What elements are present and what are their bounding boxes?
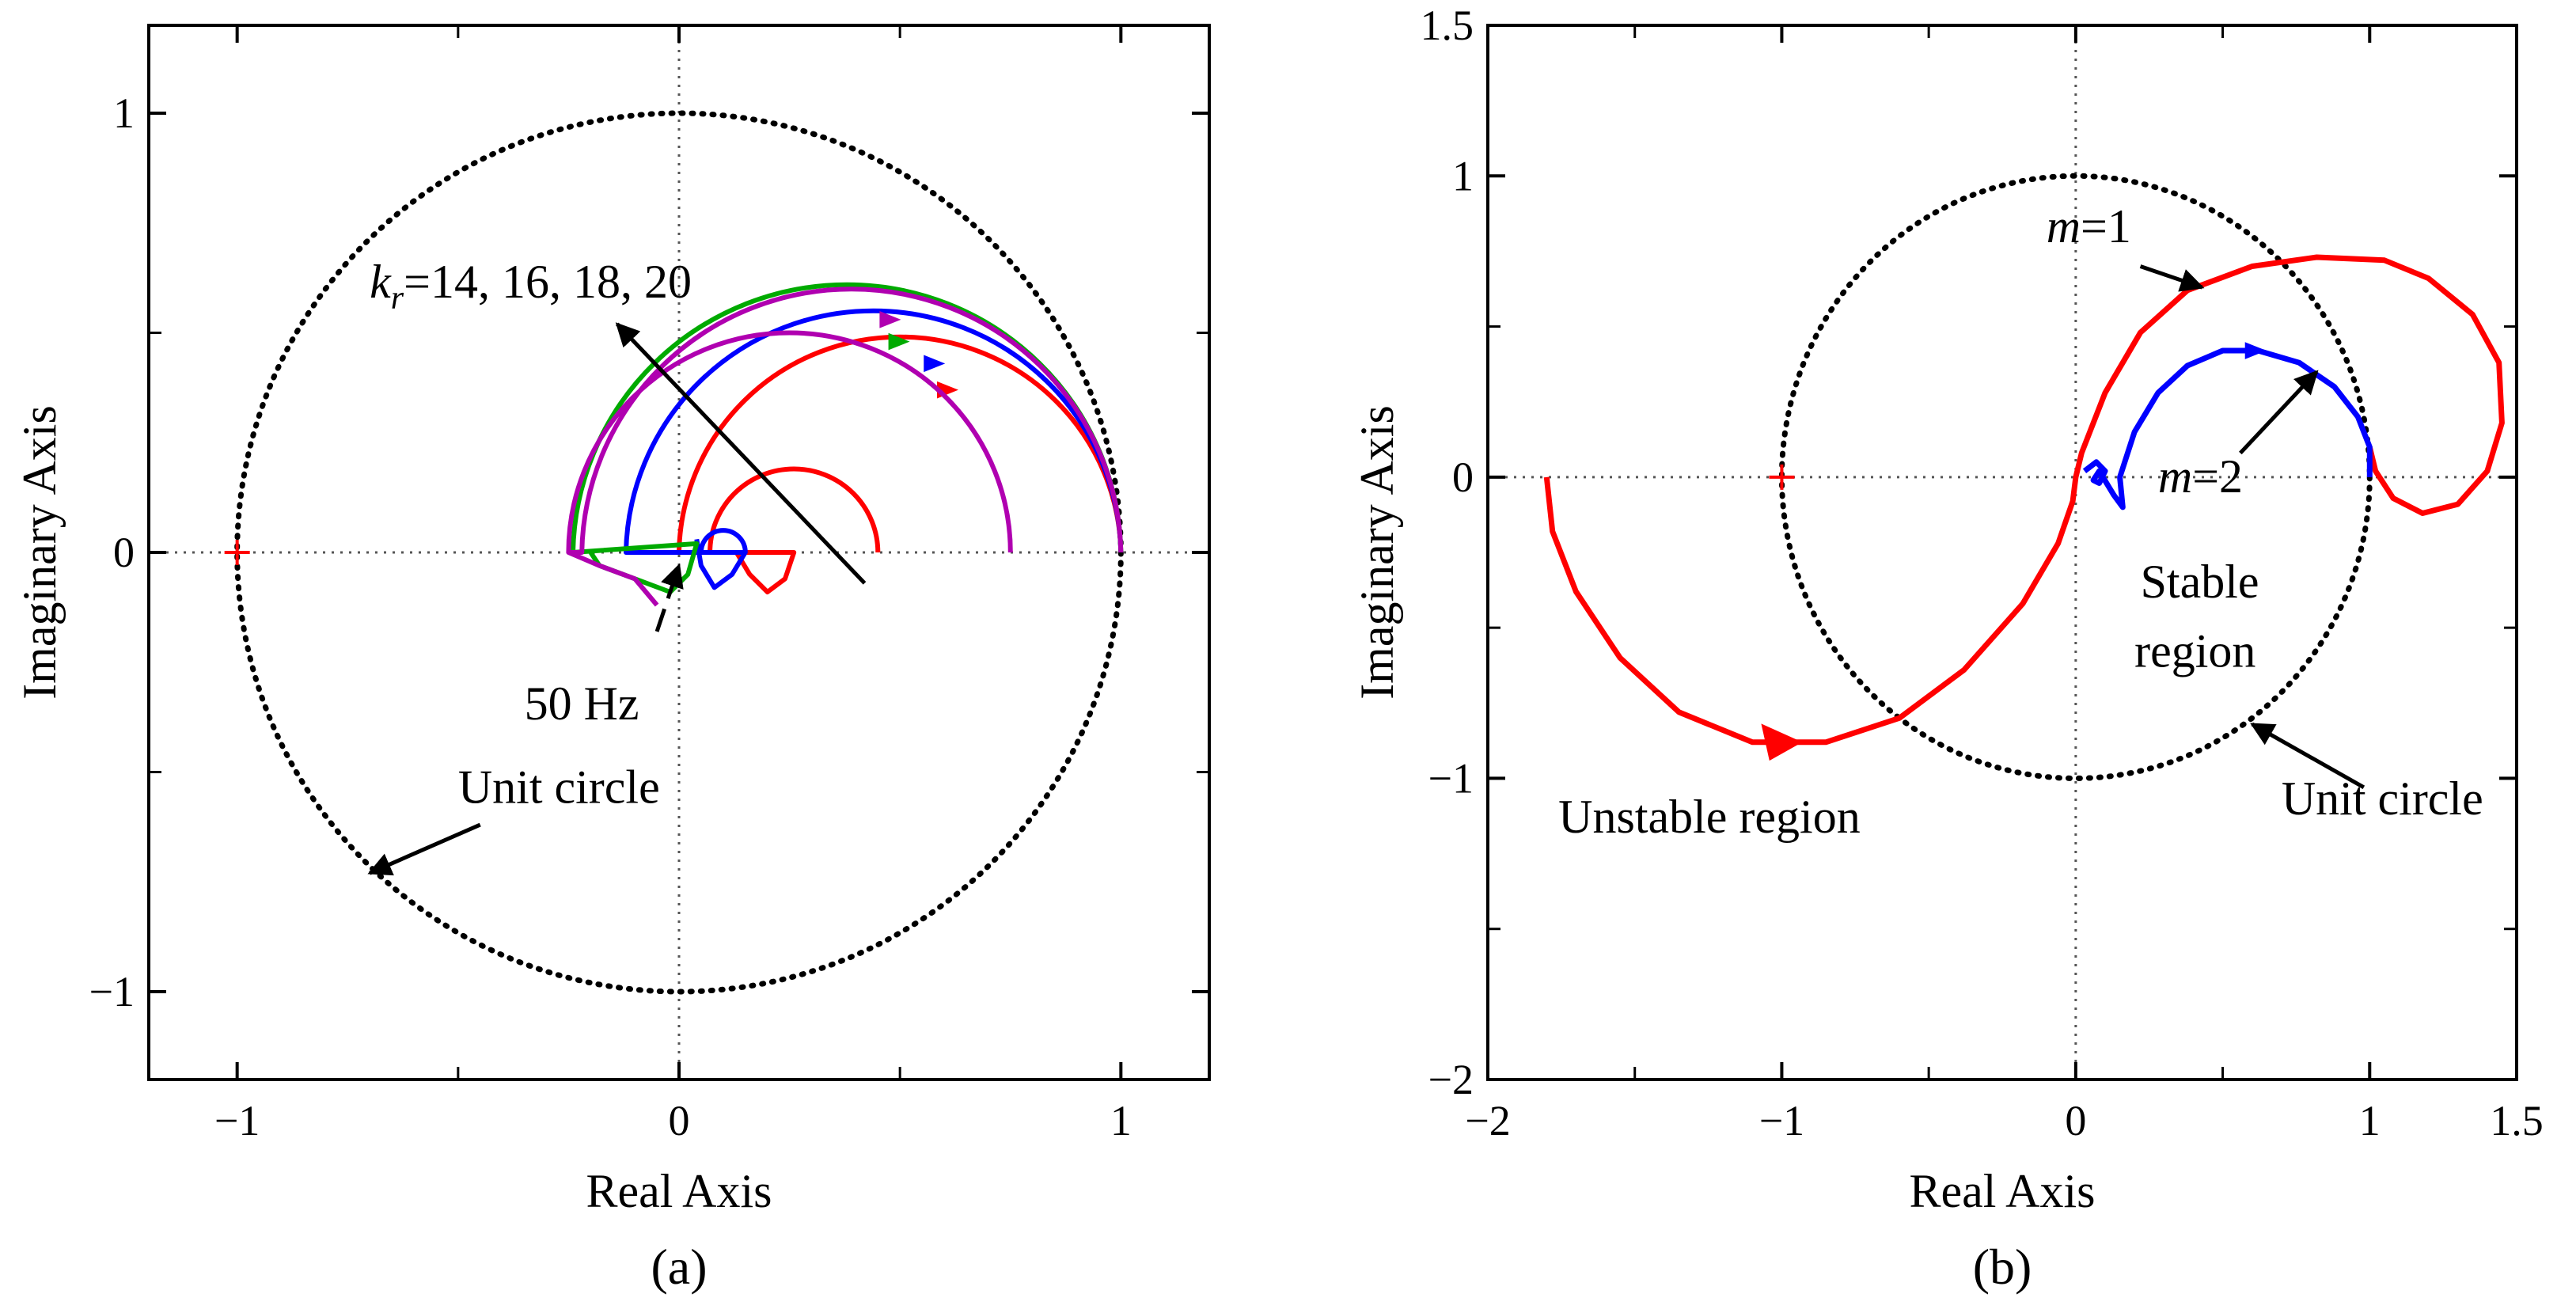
panel-a-unit-circle bbox=[224, 110, 1124, 995]
annotation: m=2 bbox=[2158, 370, 2319, 503]
x-tick-label: 1.5 bbox=[2490, 1097, 2544, 1144]
annotation-label: m=2 bbox=[2158, 450, 2243, 503]
panel-a-ticks: −1 0 1 −1 0 1 bbox=[89, 25, 1209, 1144]
panel-b-frame bbox=[1486, 24, 2518, 1081]
annotation: Unstable region bbox=[1558, 791, 1861, 843]
series-curve bbox=[677, 334, 1124, 594]
direction-arrow bbox=[2244, 342, 2267, 359]
annotation-label: m=1 bbox=[2047, 200, 2131, 252]
panel-a-xlabel: Real Axis bbox=[586, 1165, 772, 1217]
y-tick-label: 0 bbox=[113, 529, 135, 576]
y-tick-label: 1 bbox=[1452, 152, 1474, 199]
y-tick-label: −1 bbox=[1428, 754, 1474, 802]
x-tick-label: −1 bbox=[1759, 1097, 1804, 1144]
annotation: m=1 bbox=[2047, 200, 2205, 292]
panel-a: −1 0 1 −1 0 1 kr=14, 16, 18, 20 50 Hz Unit circ… bbox=[13, 24, 1211, 1295]
annotation: kr=14, 16, 18, 20 bbox=[370, 256, 867, 585]
direction-arrow bbox=[888, 332, 910, 351]
y-tick-label: 1.5 bbox=[1421, 2, 1474, 49]
panel-a-annotations: kr=14, 16, 18, 20 50 Hz Unit circle bbox=[367, 256, 867, 876]
annotation-label: Unstable region bbox=[1558, 791, 1861, 843]
y-tick-label: −1 bbox=[89, 968, 135, 1015]
direction-arrow bbox=[924, 355, 946, 373]
annotation: Unit circle bbox=[2250, 722, 2483, 825]
y-tick-label: 0 bbox=[1452, 453, 1474, 501]
y-tick-label: −2 bbox=[1428, 1056, 1474, 1103]
panel-b-annotations: m=1 m=2 Stable region Unstable region Unit ci… bbox=[1558, 200, 2483, 843]
annotation: Unit circle bbox=[367, 761, 660, 876]
panel-a-caption: (a) bbox=[651, 1239, 707, 1295]
x-tick-label: −2 bbox=[1465, 1097, 1510, 1144]
panel-b-zero-lines bbox=[1488, 25, 2517, 1080]
y-tick-label: 1 bbox=[113, 89, 135, 137]
series-curve bbox=[1543, 254, 2505, 746]
series-k-r-20 bbox=[566, 287, 1124, 607]
series-m-1 bbox=[1543, 254, 2505, 761]
series-curve bbox=[624, 308, 1124, 590]
x-tick-label: −1 bbox=[214, 1097, 260, 1144]
annotation-label: region bbox=[2134, 625, 2255, 677]
annotation: Stable bbox=[2141, 556, 2259, 608]
panel-a-series bbox=[566, 282, 1124, 607]
x-tick-label: 1 bbox=[1110, 1097, 1132, 1144]
panel-a-ylabel: Imaginary Axis bbox=[13, 405, 66, 700]
panel-b-ylabel: Imaginary Axis bbox=[1351, 405, 1403, 700]
annotation: 50 Hz bbox=[525, 563, 684, 730]
x-tick-label: 1 bbox=[2359, 1097, 2381, 1144]
series-curve bbox=[2082, 347, 2373, 510]
direction-arrow bbox=[879, 311, 901, 328]
annotation-arrow bbox=[654, 563, 684, 632]
annotation-label: 50 Hz bbox=[525, 677, 639, 730]
annotation-label: kr=14, 16, 18, 20 bbox=[370, 256, 692, 317]
annotation: region bbox=[2134, 625, 2255, 677]
panel-a-zero-lines bbox=[149, 25, 1209, 1080]
direction-arrow bbox=[1761, 723, 1803, 761]
critical-point-marker bbox=[224, 540, 250, 565]
unit-circle bbox=[234, 110, 1124, 995]
x-tick-label: 0 bbox=[2065, 1097, 2086, 1144]
annotation-label: Stable bbox=[2141, 556, 2259, 608]
panel-b-xlabel: Real Axis bbox=[1910, 1165, 2096, 1217]
annotation-arrow bbox=[2250, 722, 2365, 790]
panel-b-series bbox=[1543, 254, 2505, 761]
annotation-arrow bbox=[2139, 264, 2205, 292]
annotation-label: Unit circle bbox=[458, 761, 660, 813]
series-curve bbox=[566, 287, 1124, 607]
panel-b-ticks: −2 −1 0 1 1.5 −2 −1 0 1 1.5 bbox=[1421, 2, 2544, 1144]
annotation-arrow bbox=[367, 822, 481, 876]
series-k-r-16 bbox=[624, 308, 1124, 590]
x-tick-label: 0 bbox=[669, 1097, 690, 1144]
annotation-label: Unit circle bbox=[2282, 772, 2483, 825]
critical-point-marker bbox=[1769, 464, 1795, 490]
annotation-arrow bbox=[615, 322, 867, 585]
panel-b-caption: (b) bbox=[1973, 1239, 2032, 1295]
series-m-2 bbox=[2082, 342, 2373, 510]
annotation-arrow bbox=[2239, 370, 2319, 455]
panel-b: −2 −1 0 1 1.5 −2 −1 0 1 1.5 m=1 m=2 Stable region Uns… bbox=[1351, 2, 2544, 1295]
